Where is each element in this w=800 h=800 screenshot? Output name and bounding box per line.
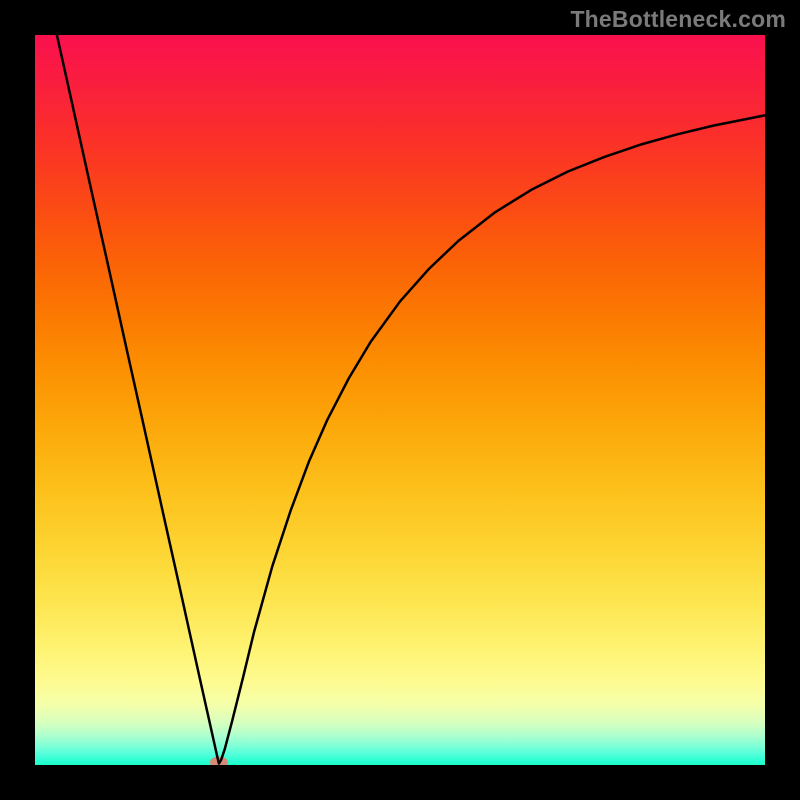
curve-layer xyxy=(35,35,765,765)
plot-area xyxy=(35,35,765,765)
bottleneck-curve xyxy=(57,35,765,764)
watermark-text: TheBottleneck.com xyxy=(570,6,786,33)
chart-frame: { "watermark": { "text": "TheBottleneck.… xyxy=(0,0,800,800)
